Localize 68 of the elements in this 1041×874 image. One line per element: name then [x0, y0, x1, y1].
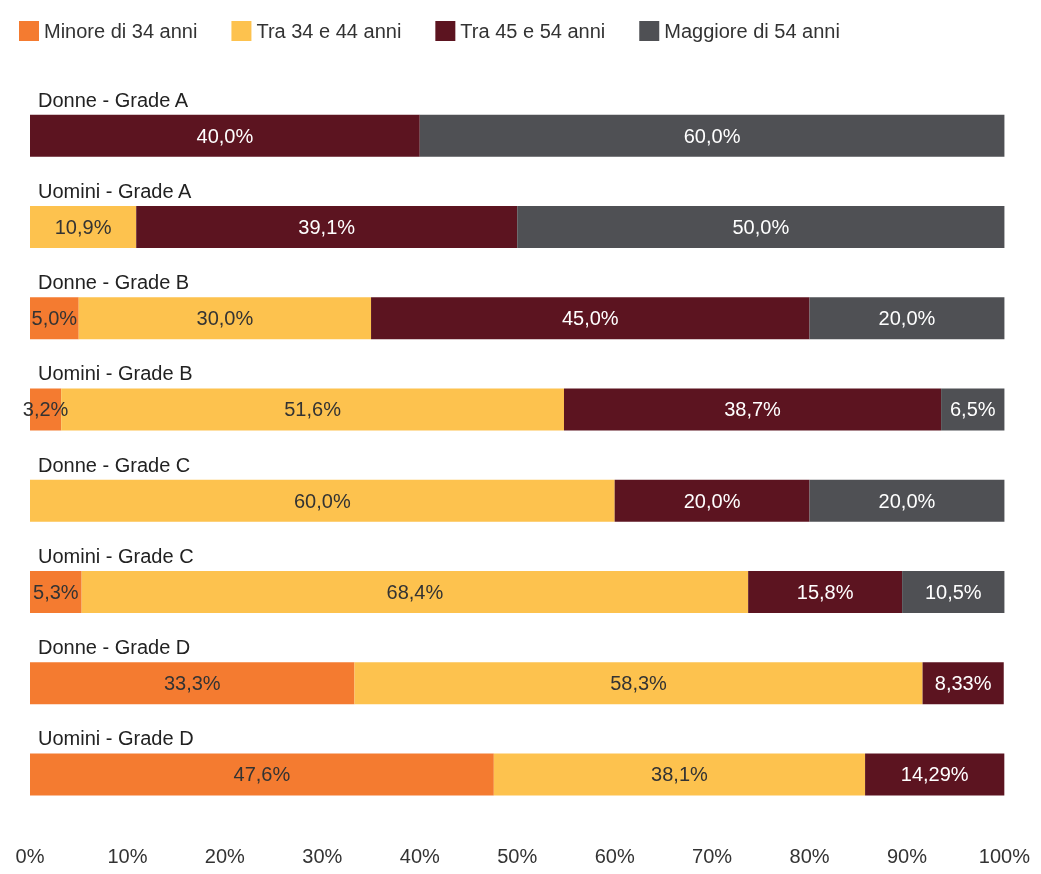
data-label: 6,5%: [949, 398, 996, 421]
y-tick-label: Uomini - Grade C: [38, 544, 194, 567]
x-tick-label: 50%: [497, 845, 538, 867]
data-label: 58,3%: [610, 672, 668, 695]
x-tick-label: 80%: [789, 845, 830, 867]
data-label: 38,7%: [724, 398, 782, 421]
y-tick-label: Uomini - Grade A: [38, 179, 193, 202]
data-label: 38,1%: [651, 763, 709, 786]
data-label: 45,0%: [561, 307, 619, 330]
x-tick-label: 40%: [399, 845, 440, 867]
legend-label: Maggiore di 54 anni: [664, 20, 840, 42]
bar: [865, 753, 1005, 796]
bar: [419, 114, 1005, 157]
x-tick-label: 60%: [594, 845, 635, 867]
data-label: 20,0%: [878, 489, 936, 512]
bar: [30, 114, 420, 157]
bar: [30, 205, 137, 248]
data-label: 40,0%: [196, 124, 254, 147]
data-label: 33,3%: [163, 672, 221, 695]
y-tick-label: Donne - Grade D: [38, 636, 191, 659]
data-label: 50,0%: [732, 215, 790, 238]
data-label: 39,1%: [298, 215, 356, 238]
bar: [809, 297, 1005, 340]
x-tick-label: 70%: [692, 845, 733, 867]
data-label: 20,0%: [878, 307, 936, 330]
bar: [563, 388, 942, 431]
data-label: 47,6%: [233, 763, 291, 786]
data-label: 5,0%: [31, 307, 78, 330]
bar: [30, 662, 355, 705]
x-tick-label: 100%: [978, 845, 1031, 867]
legend-label: Tra 45 e 54 anni: [460, 20, 606, 42]
bar: [81, 570, 749, 613]
bar: [136, 205, 518, 248]
bar: [809, 479, 1005, 522]
data-label: 10,9%: [54, 215, 112, 238]
y-tick-label: Uomini - Grade B: [38, 362, 193, 385]
legend-label: Tra 34 e 44 anni: [256, 20, 402, 42]
data-label: 8,33%: [934, 672, 992, 695]
y-tick-label: Donne - Grade C: [38, 453, 191, 476]
data-label: 60,0%: [293, 489, 351, 512]
data-label: 30,0%: [196, 307, 254, 330]
data-label: 5,3%: [33, 580, 79, 603]
data-label: 14,29%: [900, 763, 969, 786]
data-label: 15,8%: [796, 580, 854, 603]
data-label: 60,0%: [683, 124, 741, 147]
bar: [30, 753, 494, 796]
x-tick-label: 20%: [204, 845, 246, 867]
x-tick-label: 0%: [15, 845, 45, 867]
x-tick-label: 90%: [886, 845, 928, 867]
bar: [517, 205, 1005, 248]
bar: [614, 479, 810, 522]
bar: [30, 479, 615, 522]
bar: [78, 297, 372, 340]
bar: [748, 570, 903, 613]
bar: [354, 662, 923, 705]
data-label: 20,0%: [683, 489, 741, 512]
x-tick-label: 30%: [302, 845, 343, 867]
bar: [493, 753, 866, 796]
y-tick-label: Donne - Grade A: [38, 88, 189, 111]
legend-label: Minore di 34 anni: [44, 20, 198, 42]
data-label: 68,4%: [386, 580, 444, 603]
bar: [902, 570, 1005, 613]
y-tick-label: Uomini - Grade D: [38, 727, 194, 750]
bar: [371, 297, 810, 340]
y-tick-label: Donne - Grade B: [38, 271, 190, 294]
data-label: 51,6%: [284, 398, 342, 421]
data-label: 10,5%: [924, 580, 982, 603]
x-tick-label: 10%: [107, 845, 148, 867]
